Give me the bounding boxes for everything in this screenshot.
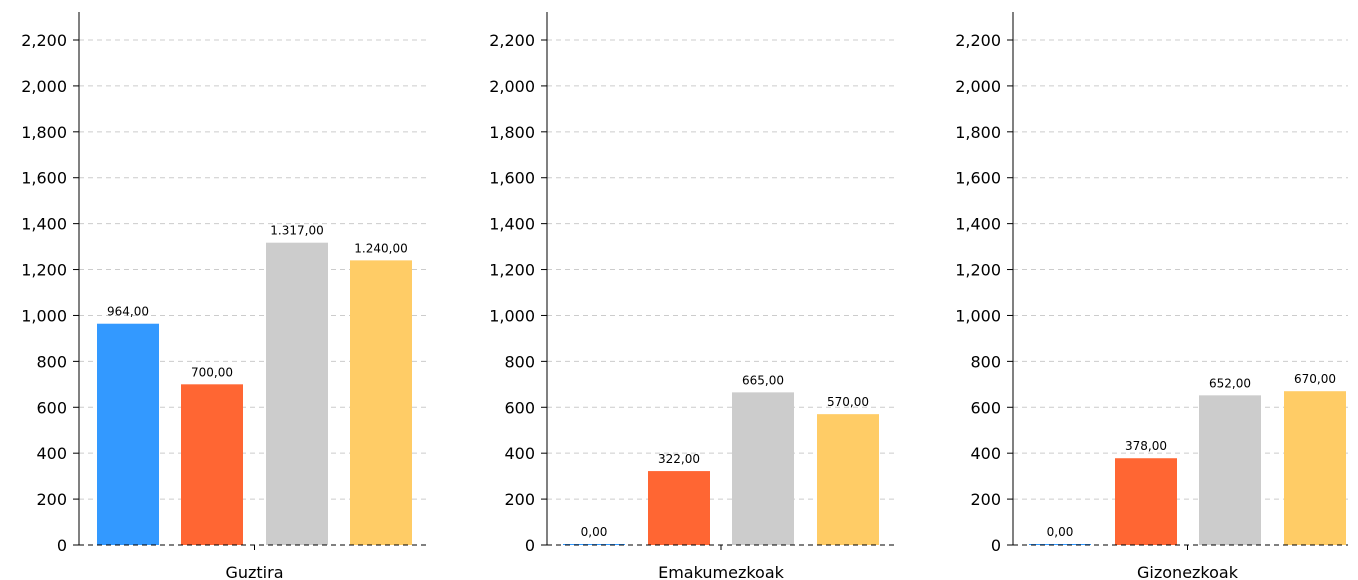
data-label: 665,00	[742, 373, 784, 387]
x-category-label: Gizonezkoak	[1137, 563, 1239, 580]
y-tick-label: 1,800	[21, 123, 67, 142]
y-tick-label: 200	[504, 490, 535, 509]
y-tick-label: 1,600	[21, 169, 67, 188]
y-tick-label: 1,000	[21, 306, 67, 325]
y-tick-label: 400	[36, 444, 67, 463]
data-label: 378,00	[1125, 439, 1167, 453]
bar	[97, 323, 159, 545]
bar	[181, 384, 243, 545]
y-tick-label: 1,600	[955, 169, 1001, 188]
y-tick-label: 2,200	[955, 31, 1001, 50]
bar	[1284, 391, 1346, 545]
data-label: 0,00	[1047, 525, 1074, 539]
bar	[350, 260, 412, 545]
bar	[817, 414, 879, 545]
data-label: 0,00	[581, 525, 608, 539]
y-tick-label: 1,000	[489, 306, 535, 325]
data-label: 322,00	[658, 452, 700, 466]
y-tick-label: 0	[57, 536, 67, 555]
y-tick-label: 1,200	[955, 261, 1001, 280]
y-tick-label: 2,000	[489, 77, 535, 96]
y-tick-label: 400	[504, 444, 535, 463]
data-label: 700,00	[191, 365, 233, 379]
y-tick-label: 1,400	[21, 215, 67, 234]
y-tick-label: 800	[970, 352, 1001, 371]
y-tick-label: 1,000	[955, 306, 1001, 325]
y-tick-label: 1,600	[489, 169, 535, 188]
data-label: 670,00	[1294, 372, 1336, 386]
y-tick-label: 600	[36, 398, 67, 417]
data-label: 1.317,00	[270, 224, 323, 238]
y-tick-label: 600	[970, 398, 1001, 417]
y-tick-label: 800	[504, 352, 535, 371]
y-tick-label: 0	[525, 536, 535, 555]
bar	[1199, 395, 1261, 545]
y-tick-label: 1,400	[955, 215, 1001, 234]
data-label: 652,00	[1209, 376, 1251, 390]
x-category-label: Guztira	[225, 563, 283, 580]
bar	[1115, 458, 1177, 545]
bar	[648, 471, 710, 545]
y-tick-label: 2,200	[21, 31, 67, 50]
y-tick-label: 2,200	[489, 31, 535, 50]
y-tick-label: 1,800	[955, 123, 1001, 142]
data-label: 1.240,00	[354, 241, 407, 255]
y-tick-label: 1,400	[489, 215, 535, 234]
bar	[732, 392, 794, 545]
y-tick-label: 200	[36, 490, 67, 509]
y-tick-label: 1,200	[489, 261, 535, 280]
y-tick-label: 400	[970, 444, 1001, 463]
y-tick-label: 600	[504, 398, 535, 417]
y-tick-label: 800	[36, 352, 67, 371]
data-label: 570,00	[827, 395, 869, 409]
bar	[266, 242, 328, 545]
y-tick-label: 2,000	[21, 77, 67, 96]
x-category-label: Emakumezkoak	[658, 563, 785, 580]
data-label: 964,00	[107, 305, 149, 319]
y-tick-label: 1,800	[489, 123, 535, 142]
y-tick-label: 1,200	[21, 261, 67, 280]
y-tick-label: 0	[991, 536, 1001, 555]
y-tick-label: 200	[970, 490, 1001, 509]
y-tick-label: 2,000	[955, 77, 1001, 96]
